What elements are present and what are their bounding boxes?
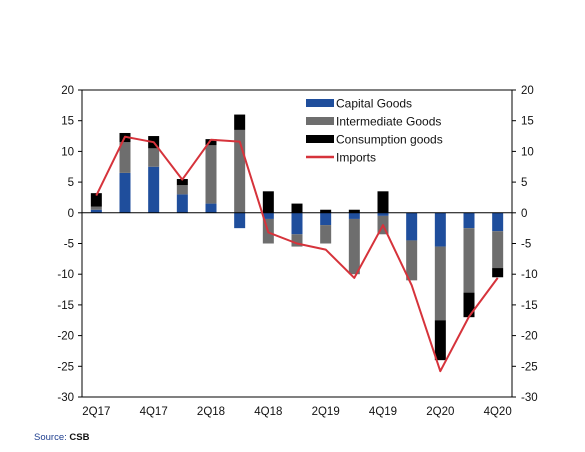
legend-label-capital-goods: Capital Goods [336,97,412,111]
bar-capital-goods-1q19 [291,212,303,235]
y-tick-label-left: 20 [61,85,74,97]
x-tick-label-4q18: 4Q18 [254,406,282,418]
bar-capital-goods-4q18 [262,212,274,219]
bar-intermediate-goods-2q19 [320,225,332,244]
y-tick-label-left: 5 [68,177,74,189]
y-tick-label-left: 10 [61,146,74,158]
bar-capital-goods-3q19 [348,212,360,219]
bar-consumption-goods-3q20 [463,292,475,318]
bar-intermediate-goods-2q20 [434,246,446,321]
bar-capital-goods-3q18 [234,212,246,229]
bar-intermediate-goods-4q17 [148,148,160,167]
bar-consumption-goods-4q20 [492,268,504,278]
x-tick-label-2q19: 2Q19 [312,406,340,418]
bar-intermediate-goods-3q19 [348,218,360,275]
bar-consumption-goods-3q18 [234,114,246,130]
y-tick-label-right: -30 [521,392,538,404]
legend-swatch-consumption-goods [306,135,334,143]
bar-capital-goods-4q17 [148,166,160,213]
legend-label-consumption-goods: Consumption goods [336,133,443,147]
source-label: Source: [34,432,67,443]
bar-intermediate-goods-1q19 [291,234,303,247]
x-tick-label-4q19: 4Q19 [369,406,397,418]
bar-consumption-goods-2q20 [434,320,446,361]
bar-consumption-goods-3q19 [348,209,360,213]
bar-consumption-goods-2q19 [320,209,332,213]
bar-consumption-goods-4q19 [377,191,389,213]
bar-intermediate-goods-2q17 [90,206,102,210]
x-tick-label-2q17: 2Q17 [82,406,110,418]
bar-intermediate-goods-1q18 [176,185,188,195]
legend-swatch-capital-goods [306,99,334,107]
bar-capital-goods-3q20 [463,212,475,229]
y-tick-label-right: 5 [521,177,527,189]
bar-consumption-goods-2q18 [205,139,217,146]
y-tick-label-right: 15 [521,116,534,128]
x-tick-label-2q18: 2Q18 [197,406,225,418]
legend-label-imports: Imports [336,151,376,165]
bar-consumption-goods-1q19 [291,203,303,213]
y-tick-label-right: 0 [521,208,527,220]
bar-intermediate-goods-2q18 [205,145,217,204]
y-tick-label-left: 15 [61,116,74,128]
y-tick-label-right: -5 [521,239,531,251]
y-tick-label-left: -10 [57,269,74,281]
x-tick-label-4q20: 4Q20 [484,406,512,418]
bar-capital-goods-2q17 [90,209,102,213]
bar-intermediate-goods-1q20 [406,240,418,281]
bar-capital-goods-1q18 [176,194,188,213]
bar-capital-goods-2q18 [205,203,217,213]
bar-consumption-goods-1q18 [176,179,188,186]
bar-intermediate-goods-3q18 [234,129,246,213]
y-tick-label-right: -15 [521,300,538,312]
source-value: CSB [69,432,90,443]
bar-capital-goods-2q20 [434,212,446,247]
plot-area: -30 -30 -25 -25 -20 -20 -15 -15 -10 -10 -5 -5 0 0 5 5 10… [57,85,537,418]
legend: Capital Goods Intermediate Goods Consumpti… [306,97,443,165]
y-tick-label-right: 20 [521,85,534,97]
y-tick-label-left: -25 [57,361,74,373]
x-tick-label-2q20: 2Q20 [426,406,454,418]
bar-intermediate-goods-4q20 [492,231,504,269]
y-tick-label-left: -20 [57,331,74,343]
source-note: Source: CSB [34,432,89,443]
bar-capital-goods-4q20 [492,212,504,232]
bar-capital-goods-2q19 [320,212,332,226]
legend-label-intermediate-goods: Intermediate Goods [336,115,441,129]
bar-intermediate-goods-3q17 [119,142,131,173]
y-tick-label-right: -10 [521,269,538,281]
bar-capital-goods-4q19 [377,212,389,216]
y-tick-label-right: -25 [521,361,538,373]
y-tick-label-left: -5 [64,239,74,251]
y-tick-label-left: 0 [68,208,74,220]
y-tick-label-right: 10 [521,146,534,158]
x-tick-label-4q17: 4Q17 [140,406,168,418]
y-tick-label-right: -20 [521,331,538,343]
bar-capital-goods-1q20 [406,212,418,241]
bar-consumption-goods-4q18 [262,191,274,213]
y-tick-label-left: -15 [57,300,74,312]
bar-consumption-goods-2q17 [90,193,102,207]
legend-swatch-intermediate-goods [306,117,334,125]
bar-intermediate-goods-3q20 [463,228,475,293]
bar-capital-goods-3q17 [119,172,131,213]
y-tick-label-left: -30 [57,392,74,404]
line-imports [95,135,499,373]
